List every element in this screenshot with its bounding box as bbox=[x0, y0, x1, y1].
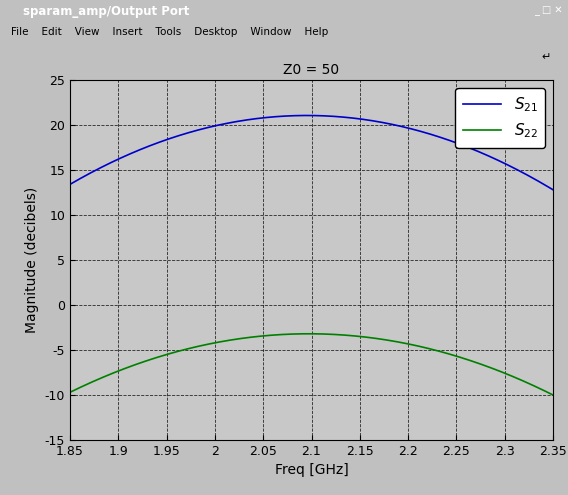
Text: File    Edit    View    Insert    Tools    Desktop    Window    Help: File Edit View Insert Tools Desktop Wind… bbox=[11, 27, 329, 37]
Text: _ □ ✕: _ □ ✕ bbox=[534, 6, 562, 16]
Text: sparam_amp/Output Port: sparam_amp/Output Port bbox=[23, 4, 189, 17]
Title: Z0 = 50: Z0 = 50 bbox=[283, 63, 340, 77]
Y-axis label: Magnitude (decibels): Magnitude (decibels) bbox=[25, 187, 39, 333]
Legend: $S_{21}$, $S_{22}$: $S_{21}$, $S_{22}$ bbox=[456, 88, 545, 148]
X-axis label: Freq [GHz]: Freq [GHz] bbox=[274, 463, 348, 477]
Text: ↵: ↵ bbox=[541, 52, 551, 62]
